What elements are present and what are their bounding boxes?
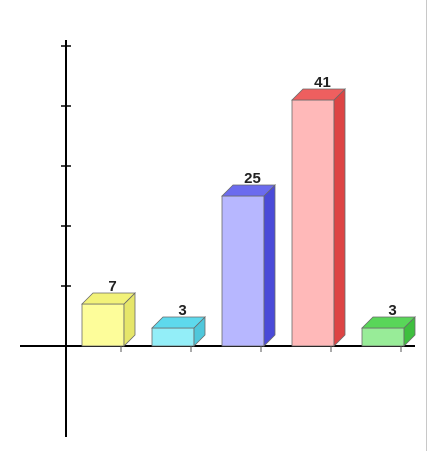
bar-top [221,184,276,197]
data-label: 25 [244,170,261,187]
data-label: 7 [108,278,116,295]
panel-divider [426,0,427,451]
bar-side [333,88,346,347]
bar-front [291,99,335,347]
bar-top [81,292,136,305]
bar-front [81,303,125,347]
data-label: 41 [314,74,331,91]
bar-front [151,327,195,347]
bar-front [361,327,405,347]
data-label: 3 [388,302,396,319]
bar-top [361,316,416,329]
bar-top [291,88,346,101]
data-label: 3 [178,302,186,319]
bar-front [221,195,265,347]
bar-side [263,184,276,347]
bar-top [151,316,206,329]
